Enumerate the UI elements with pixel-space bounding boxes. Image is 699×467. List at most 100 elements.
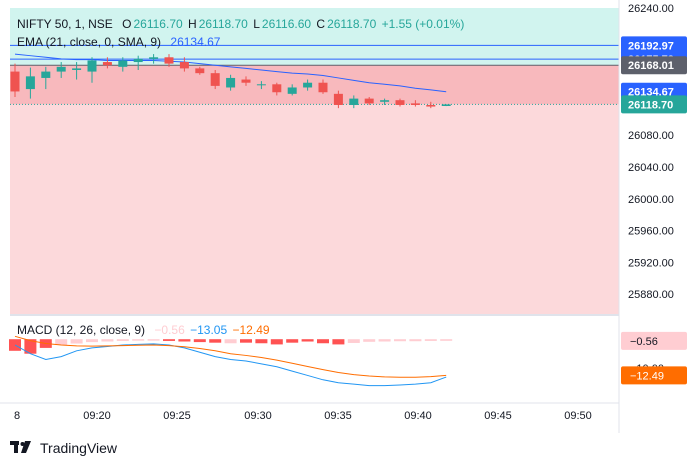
macd-histogram-bar xyxy=(440,339,453,341)
low-value: 26116.60 xyxy=(261,17,312,31)
symbol-legend: NIFTY 50, 1, NSE O 26116.70 H 26118.70 L 26… xyxy=(17,17,466,31)
macd-histogram-bar xyxy=(132,339,145,341)
ema-legend: EMA (21, close, 0, SMA, 9) 26134.67 xyxy=(17,35,222,49)
macd-histogram-bar xyxy=(55,339,68,345)
price-tick-label: 26240.00 xyxy=(628,3,674,15)
candle-body xyxy=(10,71,20,92)
macd-histogram-bar xyxy=(116,339,129,341)
macd-histogram-bar xyxy=(424,339,437,341)
candle-body xyxy=(87,60,97,72)
macd-histogram-bar xyxy=(86,339,98,343)
ema-label[interactable]: EMA (21, close, 0, SMA, 9) xyxy=(17,35,162,49)
macd-histogram-bar xyxy=(193,339,206,343)
macd-histogram-bar xyxy=(347,339,360,343)
time-tick-label: 09:30 xyxy=(244,410,272,422)
macd-histogram-bar xyxy=(178,339,191,342)
candle-body xyxy=(56,66,66,72)
candle-body xyxy=(287,87,297,94)
macd-label: −0.56 xyxy=(630,336,658,348)
candle-body xyxy=(395,100,405,105)
time-tick-label: 09:40 xyxy=(404,410,432,422)
candle-body xyxy=(364,98,374,104)
macd-histogram-bar xyxy=(409,339,422,342)
candle-body xyxy=(210,73,220,86)
candle-body xyxy=(118,60,128,67)
price-tick-label: 25920.00 xyxy=(628,257,674,269)
price-tick-label: 26080.00 xyxy=(628,130,674,142)
price-tick-label: 25880.00 xyxy=(628,289,674,301)
macd-legend: MACD (12, 26, close, 9) −0.56 −13.05 −12… xyxy=(17,323,272,337)
macd-histogram-bar xyxy=(332,339,345,345)
zone-upper xyxy=(10,8,619,66)
macd-histogram-bar xyxy=(24,339,37,354)
time-tick-label: 09:25 xyxy=(163,410,191,422)
candle-body xyxy=(25,76,35,90)
tradingview-icon xyxy=(10,441,31,453)
candle-body xyxy=(195,68,205,74)
tradingview-label: TradingView xyxy=(40,440,118,456)
candle-body xyxy=(426,104,436,107)
price-tick-label: 25960.00 xyxy=(628,226,674,238)
zone-lower xyxy=(10,104,619,314)
macd-histogram-bar xyxy=(270,339,283,345)
time-tick-label: 09:50 xyxy=(564,410,592,422)
macd-line-value: −13.05 xyxy=(190,323,228,337)
candle-body xyxy=(164,57,174,64)
candle-body xyxy=(318,82,328,93)
time-tick-label: 8 xyxy=(14,410,20,422)
price-label: 26118.70 xyxy=(628,99,673,111)
candle-body xyxy=(333,93,343,105)
candle-body xyxy=(380,100,390,102)
macd-line xyxy=(14,343,447,387)
ema-value: 26134.67 xyxy=(170,35,221,49)
macd-histogram-bar xyxy=(70,339,83,344)
time-tick-label: 09:45 xyxy=(484,410,512,422)
candle-body xyxy=(41,71,51,78)
macd-histogram-bar xyxy=(163,339,175,341)
macd-histogram-bar xyxy=(317,339,329,344)
macd-label[interactable]: MACD (12, 26, close, 9) xyxy=(17,323,146,337)
candle-body xyxy=(133,58,143,63)
macd-hist-value: −0.56 xyxy=(154,323,185,337)
open-label: O xyxy=(122,17,132,31)
candle-body xyxy=(179,62,189,69)
candle-body xyxy=(303,82,313,88)
macd-histogram-bar xyxy=(378,339,391,342)
macd-histogram-bar xyxy=(255,339,268,344)
macd-label-box xyxy=(621,331,687,350)
macd-histogram-bar xyxy=(224,339,237,344)
tradingview-logo[interactable]: TradingView xyxy=(10,440,117,456)
close-label: C xyxy=(316,17,326,31)
macd-label: −12.49 xyxy=(630,370,664,382)
macd-label-box xyxy=(621,366,687,385)
macd-signal-line xyxy=(14,335,447,378)
candle-body xyxy=(349,98,359,105)
high-label: H xyxy=(188,17,197,31)
price-label: 26192.97 xyxy=(628,40,674,52)
price-label-box xyxy=(621,95,687,114)
close-value: 26118.70 xyxy=(327,17,377,31)
macd-histogram-bar xyxy=(363,339,376,342)
macd-histogram-bar xyxy=(147,339,160,341)
candle-body xyxy=(441,104,451,106)
candle-body xyxy=(149,57,159,59)
change-value: +1.55 (+0.01%) xyxy=(381,17,465,31)
macd-histogram-bar xyxy=(101,339,114,342)
candle-body xyxy=(72,68,82,70)
candle-body xyxy=(241,79,251,83)
macd-signal-value: −12.49 xyxy=(232,323,270,337)
candle-body xyxy=(410,103,420,105)
macd-histogram-bar xyxy=(286,339,299,343)
open-value: 26116.70 xyxy=(133,17,183,31)
candle-body xyxy=(256,84,266,86)
candle-body xyxy=(226,77,236,88)
symbol-label[interactable]: NIFTY 50, 1, NSE xyxy=(17,17,113,31)
macd-histogram-bar xyxy=(301,339,314,342)
candle-body xyxy=(272,84,282,93)
ema-line xyxy=(14,53,447,93)
macd-histogram-bar xyxy=(240,339,252,343)
price-tick-label: 26040.00 xyxy=(628,162,674,174)
candle-body xyxy=(102,62,112,66)
price-tick-label: 26000.00 xyxy=(628,194,674,206)
